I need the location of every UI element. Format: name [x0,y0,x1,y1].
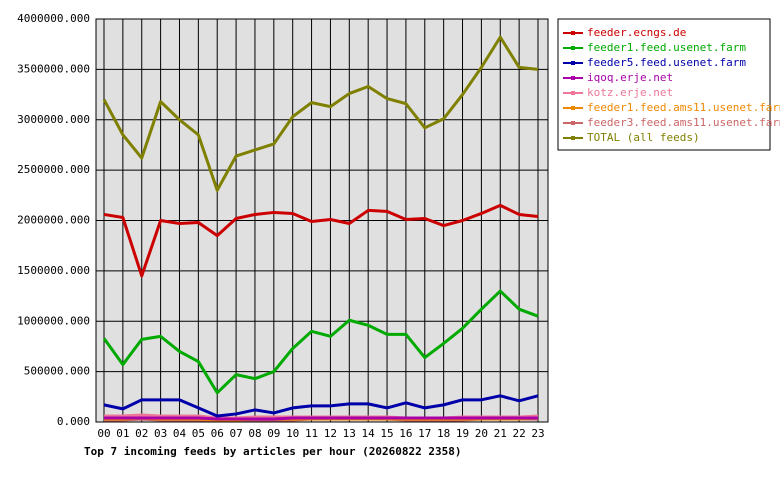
x-tick-label: 09 [267,427,280,440]
x-tick-label: 08 [248,427,261,440]
y-tick-label: 3000000.000 [17,113,90,126]
y-tick-label: 3500000.000 [17,62,90,75]
legend-box [557,18,771,151]
y-tick-label: 2500000.000 [17,163,90,176]
x-tick-label: 20 [475,427,488,440]
x-tick-label: 14 [362,427,376,440]
y-tick-label: 1500000.000 [17,264,90,277]
x-tick-label: 22 [513,427,526,440]
legend-marker [571,61,575,65]
legend-marker [571,76,575,80]
legend-label: feeder3.feed.ams11.usenet.farm [587,116,780,129]
legend-label: feeder1.feed.ams11.usenet.farm [587,101,780,114]
x-tick-label: 11 [305,427,318,440]
x-tick-label: 21 [494,427,507,440]
x-tick-label: 19 [456,427,469,440]
x-tick-label: 10 [286,427,299,440]
legend-marker [571,31,575,35]
y-tick-label: 1000000.000 [17,314,90,327]
x-tick-label: 02 [135,427,148,440]
series-line [102,289,539,395]
series-line [103,203,539,278]
y-tick-label: 4000000.000 [17,12,90,25]
series-line [103,394,539,418]
y-tick-label: 2000000.000 [17,214,90,227]
x-tick-label: 23 [531,427,544,440]
x-tick-label: 03 [154,427,167,440]
x-tick-label: 18 [437,427,450,440]
x-tick-label: 05 [192,427,205,440]
series-line [102,35,539,192]
legend-label: feeder1.feed.usenet.farm [587,41,746,54]
legend-label: feeder.ecngs.de [587,26,686,39]
legend-label: TOTAL (all feeds) [587,131,700,144]
x-tick-label: 15 [380,427,393,440]
x-tick-label: 12 [324,427,337,440]
x-tick-label: 00 [97,427,110,440]
y-tick-label: 500000.000 [24,365,90,378]
legend-label: iqoq.erje.net [587,71,673,84]
x-tick-label: 17 [418,427,431,440]
legend-label: feeder5.feed.usenet.farm [587,56,746,69]
x-tick-label: 16 [399,427,412,440]
chart-title: Top 7 incoming feeds by articles per hou… [84,445,462,458]
x-tick-label: 13 [343,427,356,440]
y-tick-label: 0.000 [57,415,90,428]
legend-marker [571,91,575,95]
x-tick-label: 07 [229,427,242,440]
legend-marker [571,46,575,50]
legend-marker [571,121,575,125]
legend-marker [571,136,575,140]
x-tick-label: 04 [173,427,187,440]
x-tick-label: 06 [211,427,224,440]
x-tick-label: 01 [116,427,129,440]
legend-marker [571,106,575,110]
legend-label: kotz.erje.net [587,86,673,99]
series-line [104,416,538,421]
